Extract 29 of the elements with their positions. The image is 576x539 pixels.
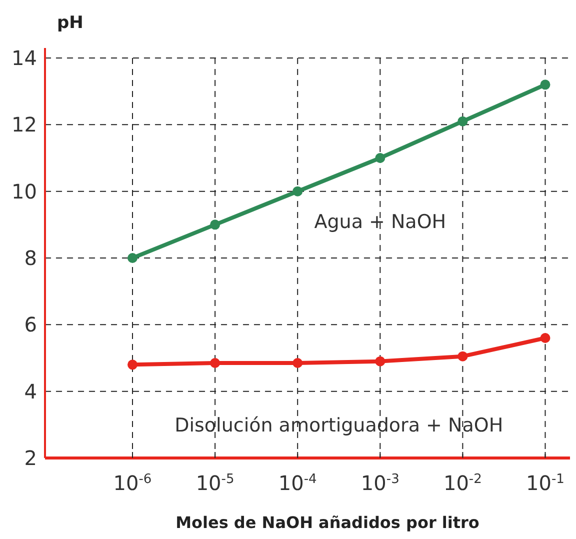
y-tick-label: 2 xyxy=(24,446,37,470)
y-tick-label: 8 xyxy=(24,246,37,270)
x-tick-label: 10$^{-2}$ xyxy=(443,471,482,495)
y-axis-title: pH xyxy=(57,13,84,33)
x-axis-title: Moles de NaOH añadidos por litro xyxy=(176,513,480,532)
series-label: Agua + NaOH xyxy=(314,211,446,233)
point xyxy=(292,358,303,368)
y-tick-label: 12 xyxy=(12,112,37,137)
point xyxy=(128,253,138,263)
y-tick-label: 10 xyxy=(12,179,37,204)
text: Disolución amortiguadora + NaOH xyxy=(174,414,504,436)
point xyxy=(458,351,468,362)
x-tick-label: 10$^{-3}$ xyxy=(360,471,400,495)
x-tick-label: 10$^{-6}$ xyxy=(113,471,152,495)
point xyxy=(210,220,220,230)
point xyxy=(292,186,303,196)
point xyxy=(375,153,386,163)
y-tick-label: 6 xyxy=(24,312,37,337)
x-tick-label: 10$^{-5}$ xyxy=(196,471,234,495)
point xyxy=(128,360,138,370)
point xyxy=(375,356,386,366)
point xyxy=(458,116,468,126)
point xyxy=(210,358,220,368)
y-tick-label: 14 xyxy=(12,46,37,70)
y-tick-label: 4 xyxy=(24,379,37,404)
x-tick-label: 10$^{-4}$ xyxy=(278,471,317,495)
point xyxy=(540,333,550,343)
x-tick-label: 10$^{-1}$ xyxy=(526,471,564,495)
point xyxy=(540,80,550,90)
